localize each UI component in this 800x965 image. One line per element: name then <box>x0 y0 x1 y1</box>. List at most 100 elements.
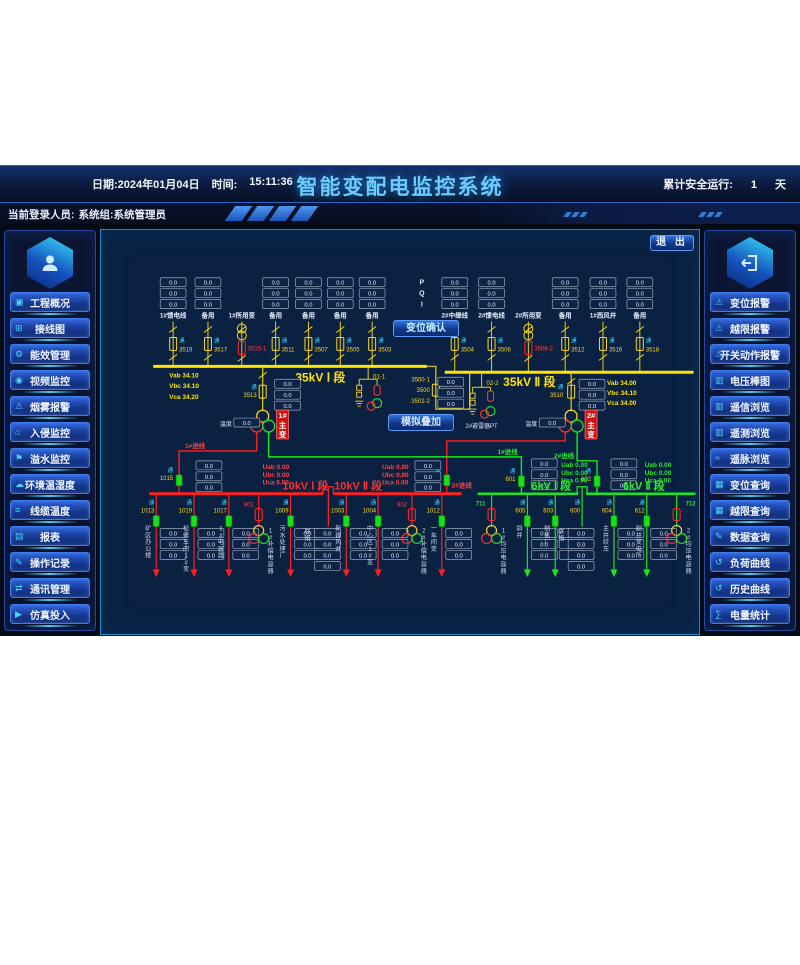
sidebar-item-energy-statistics[interactable]: ∑ 电量统计 <box>710 604 790 624</box>
bay-3518[interactable]: 通 3518 0.0 0.0 0.0 备用 <box>626 277 660 373</box>
sidebar-item-data-query[interactable]: ✎ 数据查询 <box>710 526 790 546</box>
incoming-6kv-2[interactable]: 2#进线通 602 0.0 0.0 0.0 <box>554 432 638 494</box>
sidebar-item-env-temp-humidity[interactable]: ☁ 环境温湿度 <box>10 474 90 494</box>
bay-3507[interactable]: 通 3507 0.0 0.0 0.0 备用 <box>295 277 329 367</box>
menu-underline <box>22 495 78 497</box>
sidebar-item-reports[interactable]: ▤ 报表 <box>10 526 90 546</box>
svg-text:02-2: 02-2 <box>487 381 500 387</box>
bay-3519[interactable]: 通 3519 0.0 0.0 0.0 1#馈电线 <box>159 277 193 367</box>
feeder-1013[interactable]: 通 1013 矿区办公楼 0.0 0.0 0.0 <box>141 493 187 578</box>
feeder-1012[interactable]: 通 1012 一车间变 0.0 0.0 0.0 <box>427 493 472 578</box>
user-avatar[interactable] <box>27 237 73 289</box>
displacement-confirm-button[interactable]: 变位确认 <box>393 320 459 337</box>
feeder-604[interactable]: 通 604 主井绞车 0.0 0.0 0.0 <box>602 493 645 578</box>
feeder-1004[interactable]: 通 1004 中心区 1 #变 0.0 0.0 0.0 <box>363 493 409 578</box>
svg-text:0.0: 0.0 <box>272 303 280 309</box>
sidebar-item-switch-action-alarm[interactable]: ⚠ 开关动作报警 <box>710 344 790 364</box>
meter-stack: 0.0 0.0 0.0 <box>197 528 225 560</box>
feeder-1019[interactable]: 通 1019 检修车间 1 #变 0.0 0.0 0.0 <box>179 493 225 578</box>
svg-text:0.0: 0.0 <box>577 564 585 570</box>
svg-text:0.0: 0.0 <box>561 303 569 309</box>
pt-branch-2[interactable]: 02-2 2#避雷器PT <box>466 372 500 430</box>
sidebar-item-cable-temperature[interactable]: ≡ 线缆温度 <box>10 500 90 520</box>
bay-3506[interactable]: 通 3506 0.0 0.0 0.0 2#馈电线 <box>478 277 511 373</box>
bay-3515-1[interactable]: 3515-1 1#所用变 <box>229 311 268 367</box>
sidebar-item-simulation-input[interactable]: ▶ 仿真投入 <box>10 604 90 624</box>
sidebar-item-smoke-alarm[interactable]: ⚠ 烟雾报警 <box>10 396 90 416</box>
svg-text:0.0: 0.0 <box>304 303 312 309</box>
sidebar-item-telesignal-view[interactable]: ▥ 遥信浏览 <box>710 396 790 416</box>
capacitor-feeder-2#均压电容器[interactable]: 2 #均压电容器 <box>666 493 692 575</box>
menu-underline <box>22 599 78 601</box>
sidebar-item-water-leak-monitor[interactable]: ⚑ 溢水监控 <box>10 448 90 468</box>
bay-3516[interactable]: 通 3516 0.0 0.0 0.0 1#西风井 <box>589 277 623 373</box>
capacitor-feeder-1#均压电容器[interactable]: 1 #均压电容器 <box>480 493 507 575</box>
tie-10kv[interactable]: 0.00.00.00.0联络 <box>304 486 341 571</box>
menu-label: 负荷曲线 <box>730 558 770 570</box>
menu-item-wrap: ▶ 仿真投入 <box>10 604 90 627</box>
svg-text:通: 通 <box>187 499 193 507</box>
capacitor-feeder-902[interactable]: 902 2 #补偿电容器 <box>397 493 427 575</box>
incoming-6kv-1[interactable]: 1#进线通 601 0.0 0.0 0.0 <box>267 432 558 494</box>
svg-text:备用: 备用 <box>268 311 282 320</box>
pqi-legend: I <box>421 302 423 309</box>
sidebar-item-history-curve[interactable]: ↺ 历史曲线 <box>710 578 790 598</box>
svg-text:Uca 0.00: Uca 0.00 <box>382 480 409 487</box>
menu-underline <box>22 365 78 367</box>
pt-branch-1[interactable]: 01-1 <box>355 366 386 411</box>
sidebar-item-comm-management[interactable]: ⇄ 通讯管理 <box>10 578 90 598</box>
sidebar-item-intrusion-monitor[interactable]: ⌂ 入侵监控 <box>10 422 90 442</box>
sidebar-item-video-monitor[interactable]: ◉ 视频监控 <box>10 370 90 390</box>
meter-stack: 0.0 0.0 0.0 <box>195 460 223 493</box>
sidebar-item-voltage-bar-chart[interactable]: ▥ 电压棒图 <box>710 370 790 390</box>
bay-3512[interactable]: 通 3512 0.0 0.0 0.0 备用 <box>551 277 585 373</box>
bay-3503[interactable]: 通 3503 0.0 0.0 0.0 备用 <box>358 277 392 367</box>
tie-35kv[interactable]: 3500-1 3500 3502-2 0.0 0.0 0.0 <box>411 365 471 410</box>
sidebar-item-telepulse-view[interactable]: ≈ 遥脉浏览 <box>710 448 790 468</box>
feeder-605[interactable]: 通 605 斜井 0.0 0.0 0.0 <box>515 493 558 578</box>
login-label: 当前登录人员: <box>8 208 75 221</box>
simulation-overlay-button[interactable]: 模拟叠加 <box>388 414 454 431</box>
sidebar-item-displacement-query[interactable]: ▦ 变位查询 <box>710 474 790 494</box>
menu-item-wrap: ▥ 遥测浏览 <box>710 422 790 445</box>
sidebar-item-limit-query[interactable]: ▦ 越限查询 <box>710 500 790 520</box>
incoming-10kv-2[interactable]: 2#进线通10060.00.00.0 <box>414 432 566 494</box>
incoming-10kv-1[interactable]: 1#进线通 1015 0.0 0.0 0.0 <box>160 432 258 494</box>
left-sidebar: ▣ 工程概况 ⊞ 接线图 ⚙ 能效管理 ◉ 视频监控 ⚠ 烟雾报警 ⌂ 入侵监控 ⚑ 溢水监控 ☁ 环境温湿度… <box>4 230 96 631</box>
sidebar-item-energy-management[interactable]: ⚙ 能效管理 <box>10 344 90 364</box>
menu-underline <box>22 417 78 419</box>
feeder-1017[interactable]: 通 1017 1 #电容器 0.0 0.0 0.0 <box>214 493 260 578</box>
sidebar-item-wiring-diagram[interactable]: ⊞ 接线图 <box>10 318 90 338</box>
sidebar-item-project-overview[interactable]: ▣ 工程概况 <box>10 292 90 312</box>
sidebar-item-operation-log[interactable]: ✎ 操作记录 <box>10 552 90 572</box>
sidebar-item-telemetry-view[interactable]: ▥ 遥测浏览 <box>710 422 790 442</box>
logout-hex[interactable] <box>727 237 773 289</box>
svg-text:0.0: 0.0 <box>284 393 292 399</box>
bay-3517[interactable]: 通 3517 0.0 0.0 0.0 备用 <box>194 277 228 367</box>
sidebar-item-limit-alarm[interactable]: ⚠ 越限报警 <box>710 318 790 338</box>
svg-text:1003: 1003 <box>331 509 345 515</box>
exit-button[interactable]: 退 出 <box>650 235 694 251</box>
capacitor-feeder-901[interactable]: 901 1 #补偿电容器 <box>244 493 274 575</box>
meter-stack: 0.0 0.0 0.0 <box>617 528 645 560</box>
feeder-1009[interactable]: 通 1009 污水处理厂 0.0 0.0 0.0 <box>275 493 321 578</box>
svg-text:0.0: 0.0 <box>368 281 376 287</box>
menu-underline <box>722 547 778 549</box>
sidebar-item-displacement-alarm[interactable]: ⚠ 变位报警 <box>710 292 790 312</box>
feeder-1003[interactable]: 通 1003 新建风井 0.0 0.0 0.0 <box>331 493 377 578</box>
bay-3504[interactable]: 通 3504 0.0 0.0 0.0 2#中继线 <box>441 277 475 373</box>
bay-3511[interactable]: 通 3511 0.0 0.0 0.0 备用 <box>262 277 295 367</box>
feeder-612[interactable]: 通 612 副井变电所 0.0 0.0 0.0 <box>635 493 677 578</box>
menu-item-wrap: ☁ 环境温湿度 <box>10 474 90 497</box>
tie-6kv[interactable]: 通 600 0.0 0.0 0.0 0.0 联络 <box>558 486 595 571</box>
app-window: 日期:2024年01月04日 时间: 15:11:36 智能变配电监控系统 累计… <box>0 165 800 636</box>
bay-3505[interactable]: 通 3505 0.0 0.0 0.0 备用 <box>327 277 360 367</box>
bay-3508-2[interactable]: 3508-2 2#所用变 <box>515 311 554 373</box>
svg-text:联络: 联络 <box>304 527 310 542</box>
query-icon: ▦ <box>715 478 724 489</box>
meter-stack: 0.0 0.0 0.0 <box>194 277 222 309</box>
sidebar-item-load-curve[interactable]: ↺ 负荷曲线 <box>710 552 790 572</box>
svg-text:0.0: 0.0 <box>205 475 213 481</box>
